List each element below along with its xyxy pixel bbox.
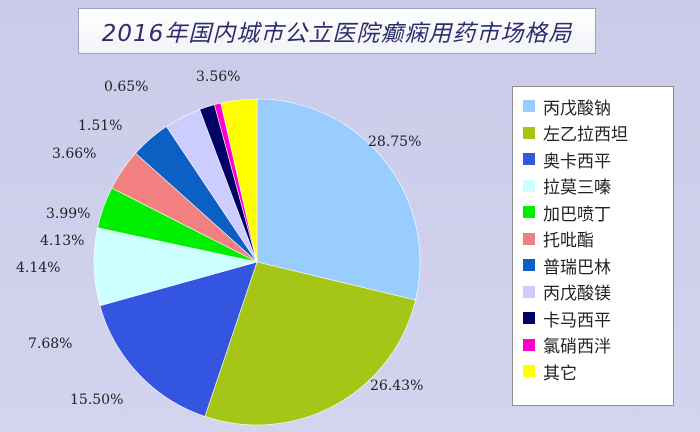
legend-swatch xyxy=(523,285,535,298)
data-label-6: 4.13% xyxy=(40,233,84,249)
chart-title-box: 2016年国内城市公立医院癫痫用药市场格局 xyxy=(78,8,596,54)
legend-label: 卡马西平 xyxy=(543,310,611,331)
data-label-10: 0.65% xyxy=(104,79,148,95)
legend-item-7: 普瑞巴林 xyxy=(519,252,667,279)
legend-item-10: 氯硝西泮 xyxy=(519,332,667,359)
legend-item-1: 丙戊酸钠 xyxy=(519,93,667,120)
legend-swatch xyxy=(523,338,535,351)
data-label-1: 28.75% xyxy=(368,134,421,150)
legend-swatch xyxy=(523,365,535,378)
legend-swatch xyxy=(523,232,535,245)
legend-label: 拉莫三嗪 xyxy=(543,178,611,199)
data-label-7: 3.99% xyxy=(46,206,90,222)
legend-label: 丙戊酸镁 xyxy=(543,284,611,305)
pie-slice-2 xyxy=(204,261,416,426)
legend-item-2: 左乙拉西坦 xyxy=(519,120,667,147)
legend-item-6: 托吡酯 xyxy=(519,226,667,253)
legend-swatch xyxy=(523,206,535,219)
data-label-5: 4.14% xyxy=(16,260,60,276)
legend-swatch xyxy=(523,312,535,325)
legend: 丙戊酸钠左乙拉西坦奥卡西平拉莫三嗪加巴喷丁托吡酯普瑞巴林丙戊酸镁卡马西平氯硝西泮… xyxy=(512,86,674,406)
legend-swatch xyxy=(523,259,535,272)
data-label-8: 3.66% xyxy=(52,146,96,162)
legend-item-8: 丙戊酸镁 xyxy=(519,279,667,306)
legend-label: 加巴喷丁 xyxy=(543,204,611,225)
legend-swatch xyxy=(523,126,535,139)
legend-label: 左乙拉西坦 xyxy=(543,125,628,146)
legend-item-9: 卡马西平 xyxy=(519,305,667,332)
legend-label: 氯硝西泮 xyxy=(543,337,611,358)
legend-item-4: 拉莫三嗪 xyxy=(519,173,667,200)
legend-swatch xyxy=(523,179,535,192)
data-label-2: 26.43% xyxy=(370,378,423,394)
legend-item-11: 其它 xyxy=(519,358,667,385)
data-label-11: 3.56% xyxy=(196,69,240,85)
pie-slice-3 xyxy=(99,261,258,417)
pie-slice-11 xyxy=(220,98,258,263)
legend-label: 普瑞巴林 xyxy=(543,257,611,278)
data-label-4: 7.68% xyxy=(28,336,72,352)
legend-item-5: 加巴喷丁 xyxy=(519,199,667,226)
legend-swatch xyxy=(523,100,535,113)
legend-label: 奥卡西平 xyxy=(543,151,611,172)
legend-label: 托吡酯 xyxy=(543,231,594,252)
data-label-3: 15.50% xyxy=(70,392,123,408)
data-label-9: 1.51% xyxy=(78,118,122,134)
pie-slice-1 xyxy=(256,98,421,301)
chart-title: 2016年国内城市公立医院癫痫用药市场格局 xyxy=(101,21,573,47)
legend-label: 丙戊酸钠 xyxy=(543,98,611,119)
legend-swatch xyxy=(523,153,535,166)
legend-item-3: 奥卡西平 xyxy=(519,146,667,173)
legend-label: 其它 xyxy=(543,363,577,384)
